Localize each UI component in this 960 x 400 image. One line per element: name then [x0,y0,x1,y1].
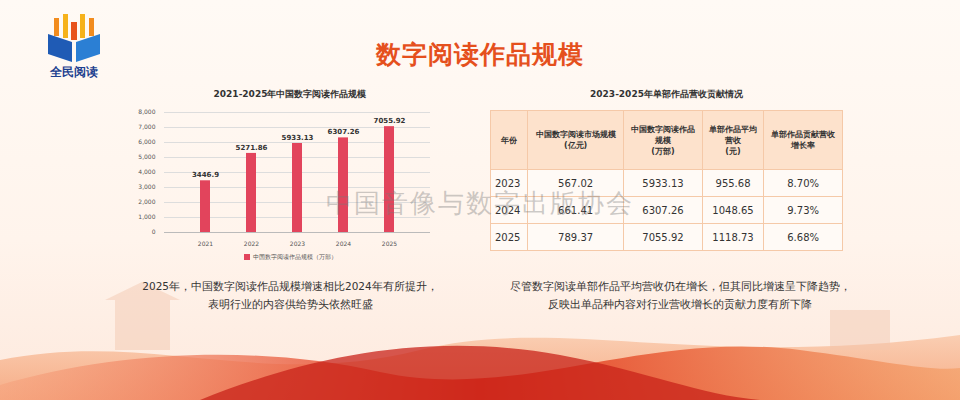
html-text:年份: 年份 [501,135,518,145]
svg-text:5271.86: 5271.86 [236,144,268,152]
html-text:反映出单品种内容对行业营收增长的贡献力度有所下降: 反映出单品种内容对行业营收增长的贡献力度有所下降 [548,298,812,310]
svg-text:4,000: 4,000 [138,168,155,175]
svg-text:2025: 2025 [382,240,397,247]
svg-text:7,000: 7,000 [138,123,155,130]
html-text:数字阅读作品规模: 数字阅读作品规模 [376,40,584,69]
html-text:567.02: 567.02 [558,177,594,189]
html-text:7055.92: 7055.92 [642,231,684,243]
html-text:789.37: 789.37 [558,231,594,243]
html-text:中国音像与数字出版协会: 中国音像与数字出版协会 [326,188,634,218]
html-text:5933.13: 5933.13 [642,177,684,189]
html-text:增长率: 增长率 [791,141,816,150]
html-text:(元): (元) [725,146,741,156]
svg-text:3,000: 3,000 [138,183,155,190]
html-text:2025年，中国数字阅读作品规模增速相比2024年有所提升，: 2025年，中国数字阅读作品规模增速相比2024年有所提升， [142,280,438,292]
svg-text:6,000: 6,000 [138,138,155,145]
svg-text:2,000: 2,000 [138,198,155,205]
html-text:6307.26: 6307.26 [642,204,684,216]
html-text:8.70%: 8.70% [787,177,819,189]
svg-text:6307.26: 6307.26 [328,128,360,136]
svg-text:0: 0 [152,228,156,235]
html-text:9.73%: 9.73% [787,204,819,216]
html-text:单部作品贡献营收: 单部作品贡献营收 [771,130,836,139]
svg-text:5,000: 5,000 [138,153,155,160]
svg-text:2024: 2024 [336,240,351,247]
html-text:表明行业的内容供给势头依然旺盛: 表明行业的内容供给势头依然旺盛 [207,298,373,310]
html-text:955.68: 955.68 [715,177,751,189]
html-text:中国数字阅读市场规模: 中国数字阅读市场规模 [535,130,616,139]
svg-text:8,000: 8,000 [138,108,155,115]
html-text:(亿元): (亿元) [564,141,588,150]
html-text:中国数字阅读作品: 中国数字阅读作品 [630,124,695,134]
html-text:(万部): (万部) [651,146,675,156]
html-text:2023: 2023 [495,177,521,189]
svg-text:7055.92: 7055.92 [374,117,406,125]
svg-text:1,000: 1,000 [138,213,155,220]
html-text:1048.65: 1048.65 [712,204,754,216]
svg-text:2021: 2021 [198,240,213,247]
html-text:2023-2025年单部作品营收贡献情况: 2023-2025年单部作品营收贡献情况 [590,89,743,99]
html-text:规模: 规模 [654,135,671,145]
html-text:中国数字阅读作品规模（万部）: 中国数字阅读作品规模（万部） [252,253,337,260]
svg-text:3446.9: 3446.9 [192,171,219,179]
html-text:营收: 营收 [725,135,741,145]
html-text:661.41: 661.41 [558,204,594,216]
html-text:2025: 2025 [495,231,521,243]
html-text:尽管数字阅读单部作品平均营收仍在增长，但其同比增速呈下降趋势: 尽管数字阅读单部作品平均营收仍在增长，但其同比增速呈下降趋势， [509,280,851,292]
html-text:全民阅读: 全民阅读 [50,65,98,79]
svg-text:5933.13: 5933.13 [282,134,314,142]
html-text:单部作品平均: 单部作品平均 [709,124,757,134]
svg-text:2022: 2022 [244,240,259,247]
html-text:2021-2025年中国数字阅读作品规模: 2021-2025年中国数字阅读作品规模 [213,89,367,99]
html-text:2024: 2024 [495,204,521,216]
html-text:1118.73: 1118.73 [712,231,754,243]
svg-text:2023: 2023 [290,240,305,247]
html-text:6.68%: 6.68% [787,231,819,243]
